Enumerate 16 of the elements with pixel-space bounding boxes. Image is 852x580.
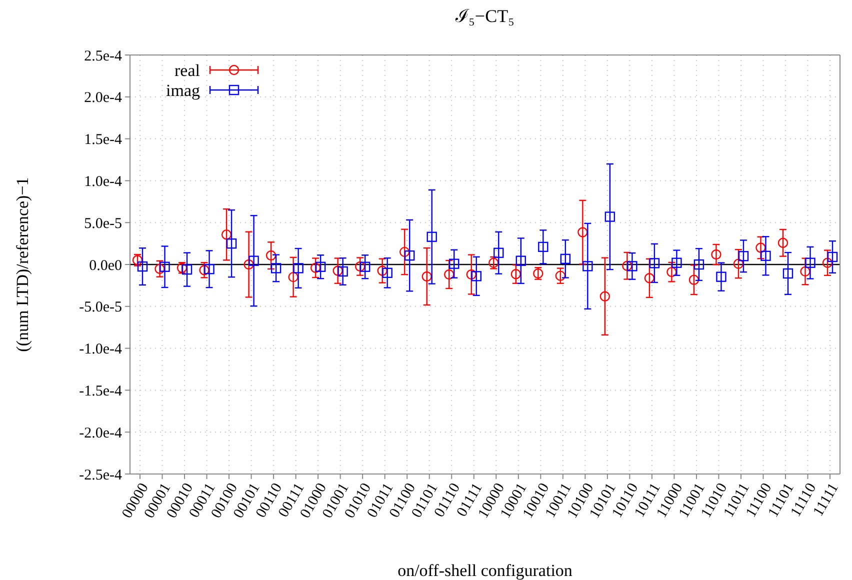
chart-title: ℐ₅−CT₅: [454, 6, 514, 26]
y-tick-label: -2.0e-4: [79, 425, 122, 442]
x-axis-title: on/off-shell configuration: [398, 561, 573, 580]
legend-label: imag: [166, 80, 200, 100]
y-tick-label: -1.0e-4: [79, 342, 122, 358]
y-axis-title: ((num LTD)/reference)−1: [13, 177, 32, 352]
y-tick-label: -1.5e-4: [79, 383, 122, 400]
y-tick-label: 5.0e-5: [84, 216, 122, 232]
y-tick-label: 2.0e-4: [84, 90, 122, 106]
y-tick-label: 0.0e0: [89, 258, 122, 274]
y-tick-label: 2.5e-4: [84, 48, 122, 64]
y-tick-label: 1.5e-4: [84, 132, 122, 148]
y-tick-label: 1.0e-4: [84, 174, 122, 190]
y-tick-label: -5.0e-5: [79, 300, 122, 316]
y-tick-label: -2.5e-4: [79, 467, 122, 484]
legend-label: real: [174, 60, 200, 80]
